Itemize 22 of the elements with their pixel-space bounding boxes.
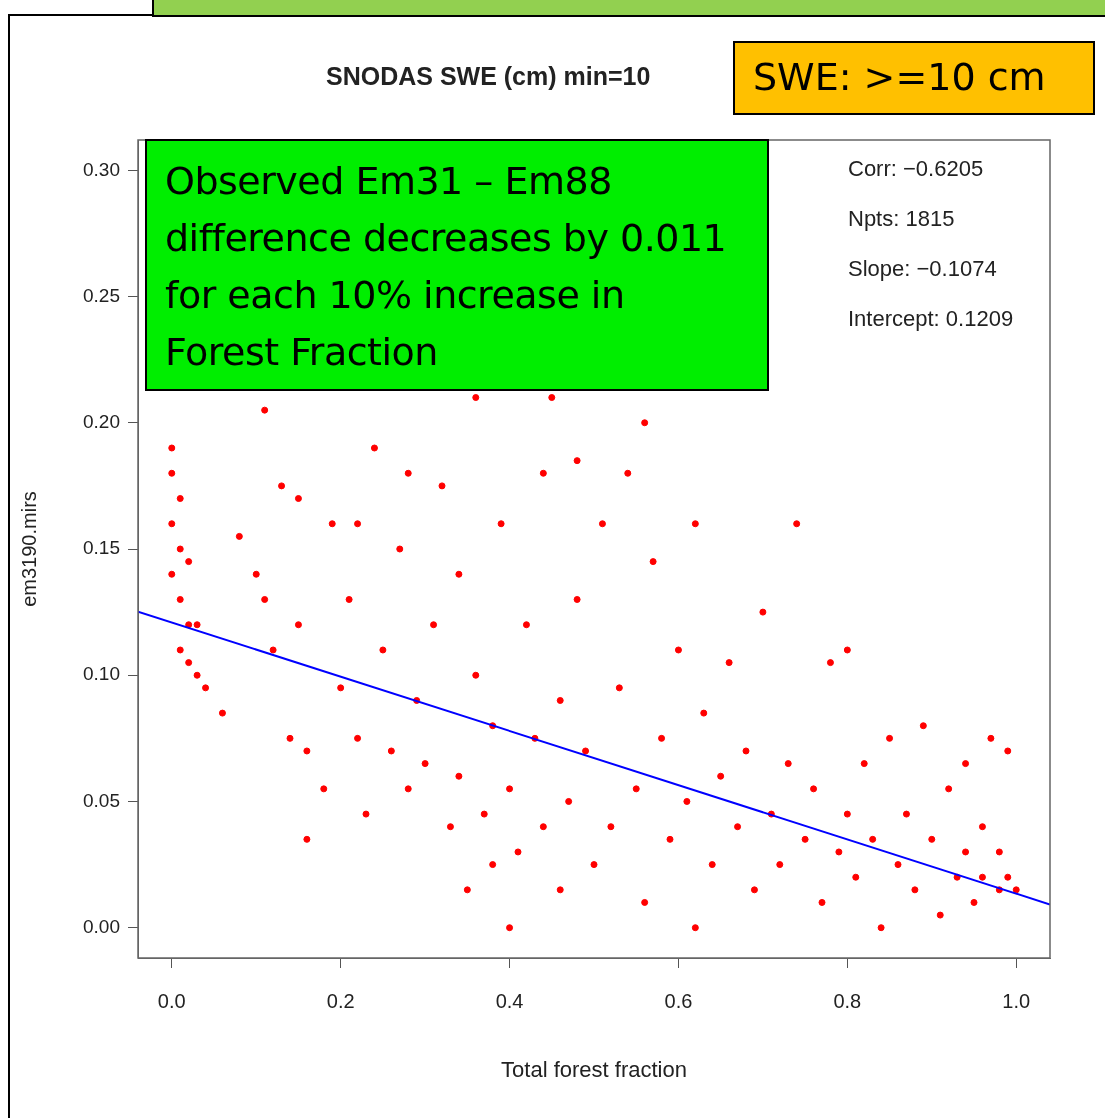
annotation: Slope: −0.1074 bbox=[848, 256, 997, 282]
x-axis-title: Total forest fraction bbox=[501, 1056, 687, 1082]
annotation: Intercept: 0.1209 bbox=[848, 306, 1014, 332]
y-tick-label: 0.25 bbox=[83, 284, 120, 306]
x-tick-label: 0.0 bbox=[157, 989, 186, 1012]
y-tick-label: 0.05 bbox=[83, 789, 120, 811]
annotation: Npts: 1815 bbox=[848, 206, 955, 232]
annotation: Observed Em31 – Em88 difference decreases by 0.011 for each 10% increase in Forest Fraction bbox=[145, 139, 769, 391]
annotation: Corr: −0.6205 bbox=[848, 156, 984, 182]
text: SWE: >=10 cm bbox=[733, 41, 1095, 115]
x-tick-label: 0.6 bbox=[664, 989, 693, 1012]
y-tick-label: 0.15 bbox=[83, 537, 120, 559]
x-tick-label: 0.2 bbox=[326, 989, 355, 1012]
x-tick-label: 0.4 bbox=[495, 989, 524, 1012]
y-axis-title: em3190.mirs bbox=[17, 491, 40, 607]
y-tick-label: 0.10 bbox=[83, 663, 120, 685]
x-tick-label: 1.0 bbox=[1002, 989, 1031, 1012]
x-tick-label: 0.8 bbox=[833, 989, 862, 1012]
y-tick-label: 0.30 bbox=[83, 158, 120, 180]
y-tick-label: 0.00 bbox=[83, 915, 120, 937]
chart-title: SNODAS SWE (cm) min=10 bbox=[326, 62, 651, 91]
y-tick-label: 0.20 bbox=[83, 411, 120, 432]
